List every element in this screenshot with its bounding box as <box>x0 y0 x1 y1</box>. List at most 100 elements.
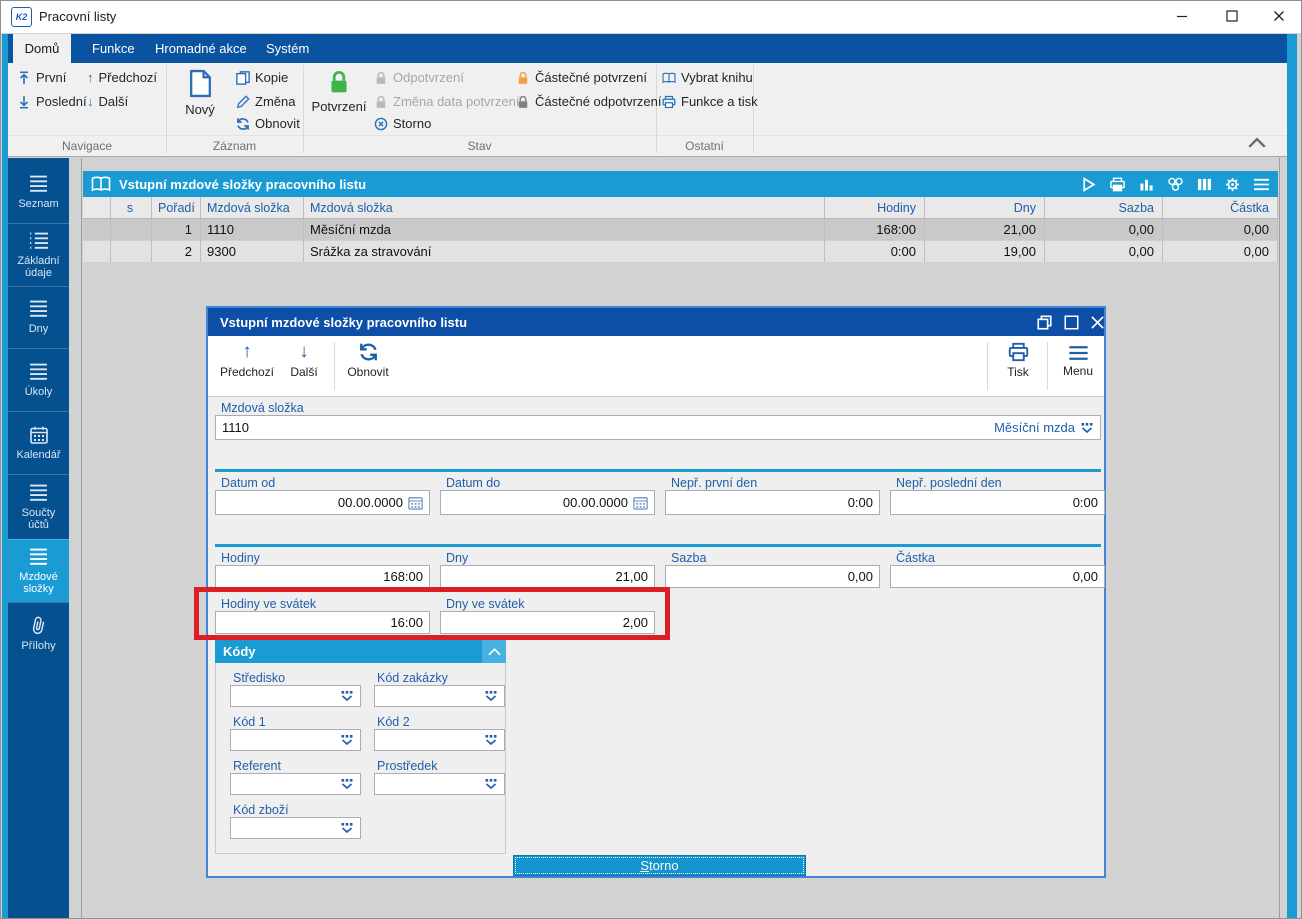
settings-gear-icon[interactable] <box>1225 177 1240 192</box>
kod-2-field[interactable] <box>374 729 505 751</box>
datum-do-field[interactable]: 00.00.0000 <box>440 490 655 515</box>
dialog-restore-icon[interactable] <box>1037 315 1052 330</box>
col-mzdova-slozka-code[interactable]: Mzdová složka <box>201 197 304 219</box>
sazba-field[interactable]: 0,00 <box>665 565 880 588</box>
table-row[interactable]: 2 9300 Srážka za stravování 0:00 19,00 0… <box>83 241 1278 263</box>
sidebar-item-kalendar[interactable]: Kalendář <box>8 411 69 474</box>
dny-ve-svatek-field[interactable]: 2,00 <box>440 611 655 634</box>
nepr-posledni-den-field[interactable]: 0:00 <box>890 490 1105 515</box>
dialog-close-icon[interactable] <box>1090 315 1105 330</box>
lookup-value: Měsíční mzda <box>994 420 1075 435</box>
sidebar-item-zakladni-udaje[interactable]: Základní údaje <box>8 223 69 286</box>
ribbon-label-divider <box>8 135 1287 136</box>
ribbon-posledni-button[interactable]: Poslední <box>17 94 87 109</box>
dialog-refresh-button[interactable]: Obnovit <box>342 342 394 379</box>
sidebar-item-mzdove-slozky[interactable]: Mzdové složky <box>8 539 69 602</box>
dny-field[interactable]: 21,00 <box>440 565 655 588</box>
sidebar-item-seznam[interactable]: Seznam <box>8 161 69 223</box>
storno-button[interactable]: Storno <box>513 855 806 876</box>
dropdown-icon[interactable] <box>484 778 498 790</box>
dropdown-icon[interactable] <box>340 822 354 834</box>
table-row-selected[interactable]: 1 1110 Měsíční mzda 168:00 21,00 0,00 0,… <box>83 219 1278 241</box>
ribbon-funkce-a-tisk-button[interactable]: Funkce a tisk <box>662 94 758 109</box>
ribbon-castecne-odpotvrzeni-button[interactable]: Částečné odpotvrzení <box>516 94 661 109</box>
kod-zakazky-field[interactable] <box>374 685 505 707</box>
close-button[interactable] <box>1256 1 1302 31</box>
ribbon-storno-button[interactable]: Storno <box>374 116 431 131</box>
dropdown-icon[interactable] <box>340 778 354 790</box>
sidebar-item-dny[interactable]: Dny <box>8 286 69 348</box>
run-script-icon[interactable] <box>1081 177 1096 192</box>
chart-icon[interactable] <box>1139 177 1154 192</box>
col-dny[interactable]: Dny <box>925 197 1045 219</box>
datum-od-field[interactable]: 00.00.0000 <box>215 490 430 515</box>
field-label: Kód 2 <box>377 715 410 729</box>
stredisko-field[interactable] <box>230 685 361 707</box>
castka-field[interactable]: 0,00 <box>890 565 1105 588</box>
ribbon-collapse-chevron-icon[interactable] <box>1248 137 1266 149</box>
hodiny-ve-svatek-field[interactable]: 16:00 <box>215 611 430 634</box>
dialog-print-button[interactable]: Tisk <box>994 342 1042 379</box>
workflow-circles-icon[interactable] <box>1167 177 1184 192</box>
hodiny-field[interactable]: 168:00 <box>215 565 430 588</box>
dropdown-icon[interactable] <box>484 690 498 702</box>
list-icon <box>29 363 48 381</box>
prostredek-field[interactable] <box>374 773 505 795</box>
referent-field[interactable] <box>230 773 361 795</box>
sidebar-item-prilohy[interactable]: Přílohy <box>8 602 69 664</box>
ribbon-dalsi-button[interactable]: ↓ Další <box>87 94 129 109</box>
grid-header-row: s Pořadí▲1 Mzdová složka Mzdová složka H… <box>83 197 1278 219</box>
sidebar-item-soucty-uctu[interactable]: Součty účtů <box>8 474 69 539</box>
mzdova-slozka-field[interactable]: 1110 Měsíční mzda <box>215 415 1101 440</box>
print-icon[interactable] <box>1109 177 1126 192</box>
dropdown-icon[interactable] <box>484 734 498 746</box>
kody-panel-header[interactable]: Kódy <box>215 640 506 663</box>
minimize-button[interactable] <box>1159 1 1205 31</box>
right-edge-scrollbar[interactable] <box>1287 34 1297 918</box>
ribbon-castecne-potvrzeni-button[interactable]: Částečné potvrzení <box>516 70 647 85</box>
tab-funkce[interactable]: Funkce <box>92 41 135 56</box>
list-icon <box>29 484 48 502</box>
ribbon-vybrat-knihu-button[interactable]: Vybrat knihu <box>662 70 753 85</box>
calendar-picker-icon[interactable] <box>633 496 648 510</box>
col-castka[interactable]: Částka <box>1163 197 1278 219</box>
ribbon-novy-button[interactable]: Nový <box>170 69 230 117</box>
ribbon-predchozi-button[interactable]: ↑ Předchozí <box>87 70 158 85</box>
col-hodiny[interactable]: Hodiny <box>825 197 925 219</box>
dialog-title-bar[interactable]: Vstupní mzdové složky pracovního listu <box>208 308 1104 336</box>
columns-icon[interactable] <box>1197 177 1212 192</box>
dialog-next-button[interactable]: ↓ Další <box>290 341 318 380</box>
tab-domu[interactable]: Domů <box>13 34 71 63</box>
dialog-prev-button[interactable]: ↑ Předchozí <box>219 341 275 380</box>
ribbon-separator <box>303 65 304 153</box>
maximize-button[interactable] <box>1209 1 1255 31</box>
col-poradi[interactable]: Pořadí▲1 <box>152 197 201 219</box>
paperclip-icon <box>30 614 47 635</box>
sidebar-item-ukoly[interactable]: Úkoly <box>8 348 69 411</box>
kod-1-field[interactable] <box>230 729 361 751</box>
nepr-prvni-den-field[interactable]: 0:00 <box>665 490 880 515</box>
lookup-dropdown-icon[interactable] <box>1080 422 1094 434</box>
calendar-picker-icon[interactable] <box>408 496 423 510</box>
kod-zbozi-field[interactable] <box>230 817 361 839</box>
field-label: Nepř. první den <box>671 476 758 490</box>
tab-system[interactable]: Systém <box>266 41 310 56</box>
refresh-icon <box>236 117 250 131</box>
tab-hromadne-akce[interactable]: Hromadné akce <box>155 41 247 56</box>
kody-collapse-button[interactable] <box>482 640 506 663</box>
field-label: Částka <box>896 551 935 565</box>
dialog-maximize-icon[interactable] <box>1064 315 1079 330</box>
dialog-menu-button[interactable]: Menu <box>1054 342 1102 378</box>
col-mzdova-slozka-name[interactable]: Mzdová složka <box>304 197 825 219</box>
dropdown-icon[interactable] <box>340 734 354 746</box>
ribbon-prvni-button[interactable]: První <box>17 70 66 85</box>
ribbon-kopie-button[interactable]: Kopie <box>236 70 288 85</box>
col-s[interactable]: s <box>111 197 152 219</box>
lock-green-icon <box>328 69 350 95</box>
col-sazba[interactable]: Sazba <box>1045 197 1163 219</box>
grid-menu-icon[interactable] <box>1253 178 1270 191</box>
ribbon-obnovit-button[interactable]: Obnovit <box>236 116 300 131</box>
ribbon-potvrzeni-button[interactable]: Potvrzení <box>308 69 370 114</box>
dropdown-icon[interactable] <box>340 690 354 702</box>
ribbon-zmena-button[interactable]: Změna <box>236 94 295 109</box>
